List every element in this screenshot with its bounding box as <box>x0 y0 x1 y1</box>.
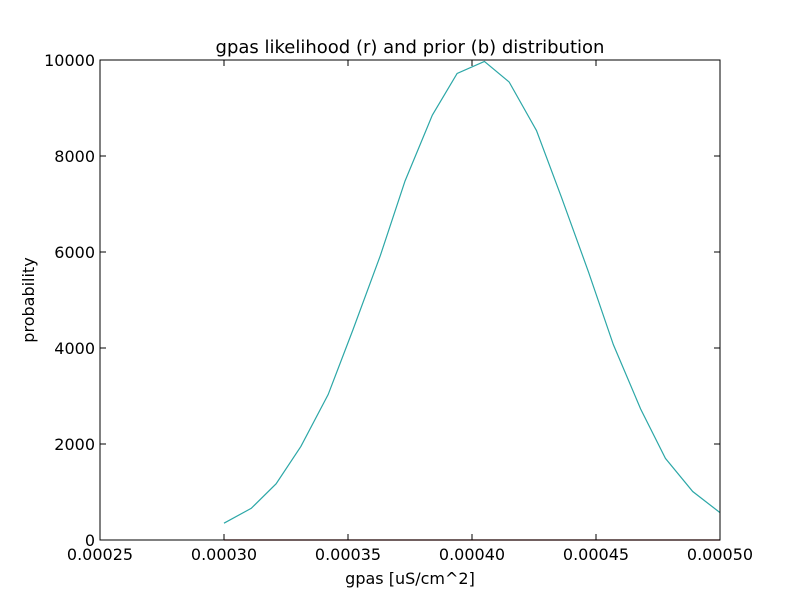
y-tick-label: 10000 <box>44 51 95 70</box>
data-point <box>250 507 253 510</box>
y-tick-label: 8000 <box>54 147 95 166</box>
data-point <box>612 343 615 346</box>
data-point <box>223 522 226 525</box>
data-point <box>456 72 459 75</box>
x-tick-label: 0.00040 <box>439 545 505 564</box>
data-point <box>587 271 590 274</box>
y-tick-label: 4000 <box>54 339 95 358</box>
x-tick-label: 0.00035 <box>315 545 381 564</box>
plot-frame <box>99 59 721 541</box>
data-point <box>275 482 278 485</box>
x-axis-ticks: 0.00025 0.00030 0.00035 0.00040 0.00045 0.000… <box>67 60 753 564</box>
x-tick-label: 0.00025 <box>67 545 133 564</box>
series-0 <box>223 60 721 525</box>
data-point <box>691 490 694 493</box>
data-point <box>664 457 667 460</box>
x-tick-label: 0.00045 <box>563 545 629 564</box>
data-point <box>327 393 330 396</box>
x-tick-label: 0.00030 <box>191 545 257 564</box>
data-point <box>352 328 355 331</box>
data-point <box>639 408 642 411</box>
y-axis-ticks: 0 2000 4000 6000 8000 10000 <box>44 51 720 550</box>
data-point <box>404 180 407 183</box>
x-axis-label: gpas [uS/cm^2] <box>345 569 475 588</box>
y-tick-label: 0 <box>85 531 95 550</box>
chart-title: gpas likelihood (r) and prior (b) distri… <box>216 37 605 58</box>
y-tick-label: 2000 <box>54 435 95 454</box>
series-line-0 <box>223 60 721 524</box>
data-point <box>508 81 511 84</box>
data-point <box>535 129 538 132</box>
y-tick-label: 6000 <box>54 243 95 262</box>
y-axis-label: probability <box>19 257 38 342</box>
data-point <box>299 445 302 448</box>
x-tick-label: 0.00050 <box>687 545 753 564</box>
data-point <box>560 195 563 198</box>
data-point <box>431 114 434 117</box>
data-point <box>379 254 382 257</box>
